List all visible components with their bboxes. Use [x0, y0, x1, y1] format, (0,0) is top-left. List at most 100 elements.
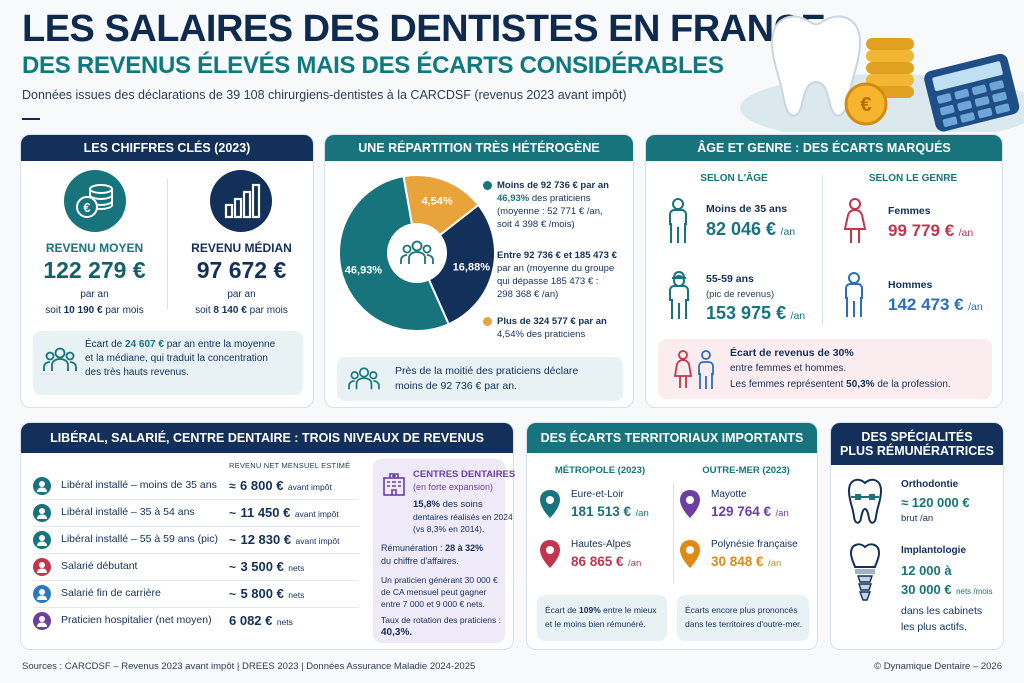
gender-note-line2: entre femmes et hommes.: [730, 363, 847, 374]
legend-1-line3: (moyenne : 52 771 € /an,: [497, 206, 603, 217]
row-divider: [33, 526, 359, 527]
senior-label: 55-59 ans: [706, 273, 754, 285]
braces-tooth-icon: [847, 478, 883, 524]
value-unit: nets: [288, 563, 305, 573]
employment-row-label: Praticien hospitalier (net moyen): [61, 614, 212, 626]
employment-row-label: Libéral installé – 35 à 54 ans: [61, 506, 195, 518]
employment-row-value: ~ 3 500 € nets: [229, 558, 304, 576]
group-icon: [400, 240, 434, 264]
median-monthly-prefix: soit: [195, 305, 211, 316]
person-badge-icon: [33, 585, 51, 603]
couple-icon: [673, 350, 714, 389]
implant-note2: les plus actifs.: [901, 621, 967, 633]
bar-growth-icon: [210, 170, 272, 232]
page-title: LES SALAIRES DES DENTISTES EN FRANCE: [22, 8, 826, 50]
employment-row-label: Salarié fin de carrière: [61, 587, 161, 599]
legend-2-line1: Entre 92 736 € et 185 473 €: [497, 250, 617, 261]
senior-sub: (pic de revenus): [706, 289, 775, 300]
specialties-heading-line2: PLUS RÉMUNÉRATRICES: [840, 444, 994, 458]
key-note-value: 24 607 €: [125, 339, 164, 350]
centres-share-row: 15,8% des soins: [413, 499, 483, 510]
value-amount: 5 800 €: [240, 586, 284, 601]
territorial-card: DES ÉCARTS TERRITORIAUX IMPORTANTS MÉTRO…: [526, 422, 818, 650]
key-note-pre: Écart de: [85, 339, 123, 350]
footer-copyright: © Dynamique Dentaire – 2026: [874, 661, 1002, 672]
legend-1-line1: Moins de 92 736 € par an: [497, 180, 609, 191]
employment-row-value: 6 082 € nets: [229, 612, 293, 630]
value-amount: 11 450 €: [240, 505, 291, 520]
employment-card: LIBÉRAL, SALARIÉ, CENTRE DENTAIRE : TROI…: [20, 422, 515, 650]
row-divider: [33, 553, 359, 554]
median-value: 97 672 €: [196, 257, 287, 283]
young-per-year: /an: [780, 226, 796, 238]
value-unit: avant impôt: [287, 482, 332, 492]
women-value-row: 99 779 € /an: [888, 221, 973, 241]
distribution-pie-chart: 4,54% 16,88% 46,93%: [338, 174, 496, 332]
row-divider: [33, 580, 359, 581]
employment-row: Libéral installé – 35 à 54 ans ~ 11 450 €…: [21, 500, 371, 527]
territorial-note-right-line1: Écarts encore plus prononcés: [685, 605, 798, 615]
employment-heading: LIBÉRAL, SALARIÉ, CENTRE DENTAIRE : TROI…: [21, 423, 513, 453]
legend-item-2: Entre 92 736 € et 185 473 € par an (moye…: [483, 249, 629, 301]
territorial-note-right-line2: dans les territoires d'outre-mer.: [685, 619, 802, 629]
map-pin-icon: [680, 540, 700, 568]
mean-label: REVENU MOYEN: [45, 241, 144, 255]
distribution-card: UNE RÉPARTITION TRÈS HÉTÉROGÈNE 4,54% 16,…: [324, 134, 634, 408]
centres-share-line2: dentaires réalisés en 2024: [413, 512, 513, 522]
person-badge-icon: [33, 531, 51, 549]
centres-turnover-line1: Taux de rotation des praticiens :: [381, 615, 502, 625]
pie-center: [387, 223, 447, 283]
employment-row-value: ≈ 6 800 € avant impôt: [229, 477, 332, 495]
territory-item: Polynésie française 30 848 € /an: [679, 535, 813, 581]
median-monthly: soit 8 140 € par mois: [168, 305, 315, 316]
age-gender-divider: [822, 175, 823, 325]
group-icon: [43, 347, 77, 371]
outremer-heading: OUTRE-MER (2023): [702, 465, 790, 476]
centres-remun-value: 28 à 32%: [445, 543, 484, 553]
key-note-text: par an entre la moyenne: [166, 339, 276, 350]
gender-gap-note: Écart de revenus de 30% entre femmes et …: [658, 339, 992, 399]
implant-value2: 30 000 €: [901, 582, 952, 597]
gender-note-line3-val: 50,3%: [846, 379, 875, 390]
ortho-label: Orthodontie: [901, 479, 959, 490]
age-gender-card: ÂGE ET GENRE : DES ÉCARTS MARQUÉS SELON …: [645, 134, 1003, 408]
by-age-heading: SELON L'ÂGE: [700, 173, 768, 184]
territory-value: 30 848 €: [711, 554, 764, 569]
legend-2-line4: 298 368 € /an): [497, 289, 559, 300]
territorial-divider: [673, 483, 674, 583]
distribution-note-line1: Près de la moitié des praticiens déclare: [395, 365, 579, 377]
territory-per-year: /an: [635, 508, 649, 519]
legend-2-line3: qui dépasse 185 473 € :: [497, 276, 599, 287]
map-pin-icon: [540, 490, 560, 518]
map-pin-icon: [680, 490, 700, 518]
person-badge-icon: [33, 504, 51, 522]
territorial-note-left-line2: et le moins bien rémunéré.: [545, 619, 646, 629]
pie-slice-label: 16,88%: [453, 262, 491, 274]
men-value-row: 142 473 € /an: [888, 295, 983, 315]
ortho-unit: brut /an: [901, 513, 934, 524]
value-amount: 6 082 €: [229, 613, 273, 628]
territory-name: Polynésie française: [711, 539, 798, 550]
value-unit: nets: [276, 617, 293, 627]
legend-1-line2: 46,93%: [497, 193, 530, 204]
centres-remun-pre: Rémunération :: [381, 543, 443, 553]
employment-row-value: ~ 5 800 € nets: [229, 585, 304, 603]
key-figures-divider: [167, 179, 168, 309]
young-value: 82 046 €: [706, 219, 777, 239]
territory-value-row: 86 865 € /an: [571, 553, 641, 571]
metropole-heading: MÉTROPOLE (2023): [554, 465, 646, 476]
employment-column-header: REVENU NET MENSUEL ESTIMÉ: [229, 461, 351, 470]
key-figures-note: Écart de 24 607 € par an entre la moyenn…: [33, 331, 303, 395]
territory-value-row: 181 513 € /an: [571, 503, 649, 521]
centres-share-line3: (vs 8,3% en 2014).: [413, 524, 485, 534]
territorial-note-left-post: entre le mieux: [603, 605, 657, 615]
young-person-icon: [669, 198, 687, 243]
territory-per-year: /an: [775, 508, 789, 519]
territorial-heading: DES ÉCARTS TERRITORIAUX IMPORTANTS: [527, 423, 817, 453]
coins-icon: €: [844, 38, 914, 126]
employment-row: Praticien hospitalier (net moyen) 6 082 …: [21, 608, 371, 635]
distribution-note-line2: moins de 92 736 € par an.: [395, 380, 518, 392]
territory-item: Mayotte 129 764 € /an: [679, 485, 813, 531]
senior-person-icon: [669, 270, 689, 319]
pie-slice-label: 46,93%: [345, 264, 383, 276]
